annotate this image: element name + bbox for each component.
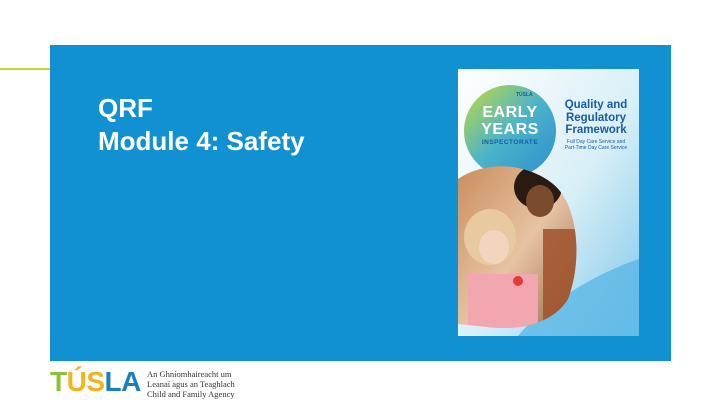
slide-title-line1: QRF: [98, 93, 153, 123]
cover-artwork: [458, 69, 639, 336]
tusla-logo: TÚSLA: [50, 365, 141, 399]
cover-doc-title-line3: Framework: [565, 124, 627, 136]
agency-name-irish-line1: An Ghníomhaireacht um: [147, 369, 232, 379]
agency-name: An Ghníomhaireacht um Leanaí agus an Tea…: [147, 369, 235, 399]
cover-doc-title-line1: Quality and: [564, 99, 628, 111]
agency-name-english: Child and Family Agency: [147, 389, 235, 399]
cover-document-title: Quality and Regulatory Framework: [558, 99, 634, 137]
cover-doc-subtitle-line1: Full Day Care Service and: [566, 139, 626, 145]
cover-badge-title: EARLY YEARS: [470, 104, 550, 138]
slide-title: QRF Module 4: Safety: [98, 92, 305, 158]
cover-doc-subtitle-line2: Part-Time Day Care Service: [564, 145, 628, 151]
cover-document-subtitle: Full Day Care Service and Part-Time Day …: [556, 139, 636, 151]
tusla-logo-letter: L: [104, 366, 122, 397]
tusla-logo-letter: Ú: [66, 366, 87, 397]
document-cover-image: TÚSLA EARLY YEARS INSPECTORATE Quality a…: [458, 69, 639, 336]
cover-tusla-mini-logo: TÚSLA: [516, 92, 533, 98]
cover-doc-title-line2: Regulatory: [565, 111, 627, 124]
tusla-logo-letter: T: [50, 366, 67, 397]
tusla-logo-letter: A: [121, 366, 141, 397]
cover-badge-line1: EARLY: [482, 104, 538, 121]
slide-title-line2: Module 4: Safety: [98, 126, 305, 156]
agency-name-irish-line2: Leanaí agus an Teaghlach: [147, 379, 235, 389]
cover-badge-subtitle: INSPECTORATE: [481, 139, 539, 146]
tusla-logo-letter: S: [86, 366, 105, 397]
cover-badge-line2: YEARS: [481, 121, 539, 138]
